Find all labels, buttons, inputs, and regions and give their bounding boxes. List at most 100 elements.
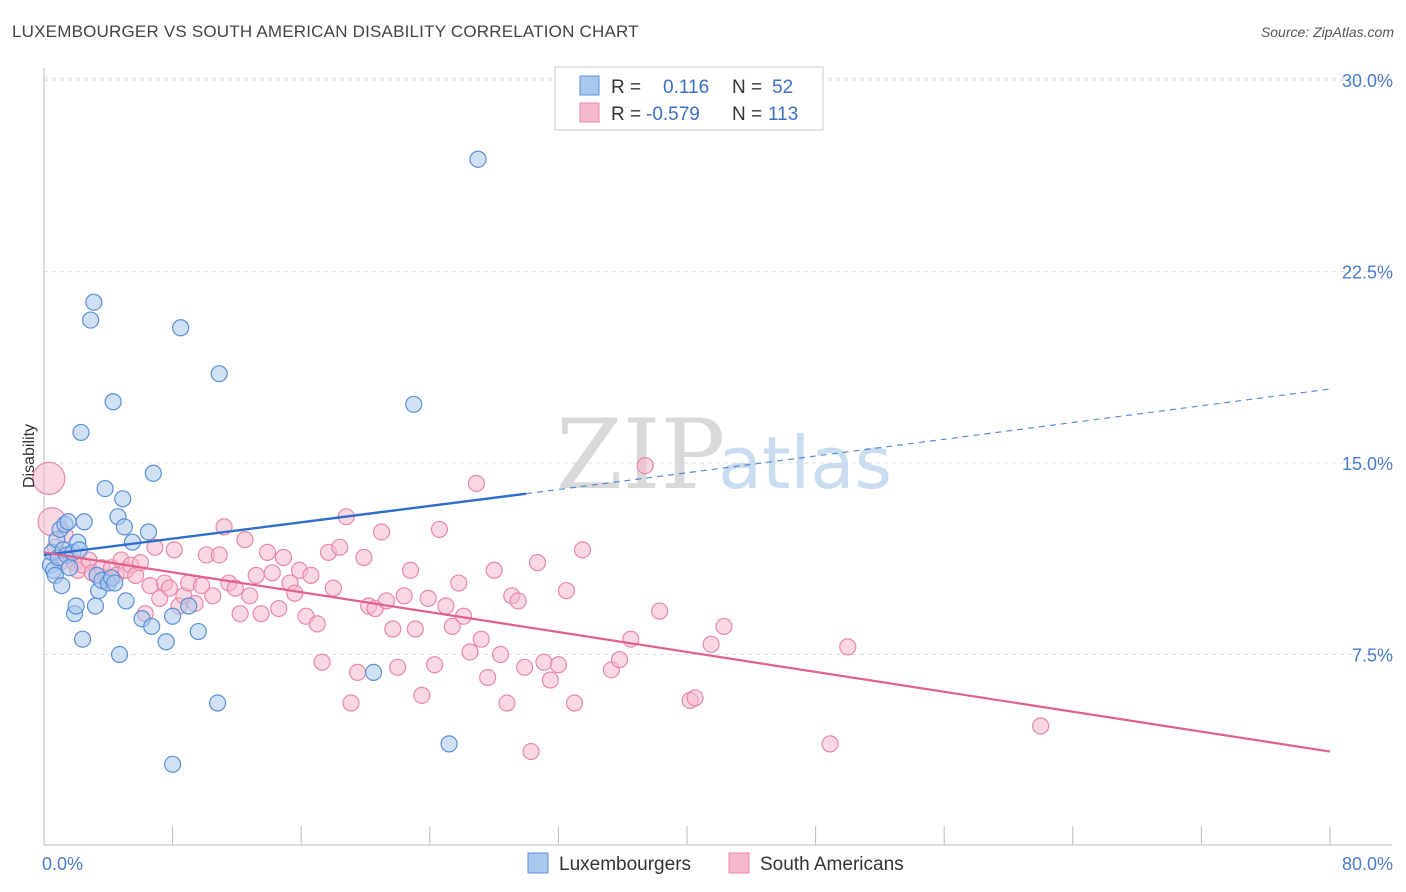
legend-n-value-1: 52 xyxy=(772,77,793,98)
south-american-point xyxy=(528,554,547,572)
south-american-point xyxy=(389,658,407,676)
south-american-trend-line xyxy=(43,551,1331,753)
luxembourger-point xyxy=(115,518,133,536)
south-american-point xyxy=(426,656,444,674)
luxembourger-point xyxy=(139,523,158,541)
luxembourger-point xyxy=(210,365,228,383)
x-tick-label-max: 80.0% xyxy=(1342,854,1393,874)
south-american-point xyxy=(308,615,326,633)
x-tick-label-min: 0.0% xyxy=(42,854,83,874)
south-american-point xyxy=(406,620,424,638)
luxembourger-point xyxy=(82,311,100,329)
legend-swatch-pink xyxy=(579,102,600,123)
source-label: Source: ZipAtlas.com xyxy=(1260,24,1394,40)
trend-lines xyxy=(43,388,1331,753)
south-american-point xyxy=(472,630,490,648)
south-american-point xyxy=(236,531,254,549)
south-american-point xyxy=(485,561,503,579)
south-american-point xyxy=(821,735,839,753)
luxembourger-point xyxy=(117,592,135,610)
south-american-point xyxy=(348,663,367,681)
legend-swatch-blue xyxy=(579,75,600,96)
luxembourger-point xyxy=(172,319,190,337)
series-swatch-pink xyxy=(728,852,750,874)
luxembourger-point xyxy=(209,694,227,712)
south-american-point xyxy=(557,582,576,600)
south-american-point xyxy=(274,548,293,567)
south-american-point xyxy=(413,686,431,704)
data-points xyxy=(32,150,1050,773)
luxembourger-point xyxy=(469,150,487,168)
south-american-point xyxy=(516,658,534,676)
south-american-point xyxy=(258,543,277,562)
south-american-point xyxy=(231,605,249,623)
luxembourger-point xyxy=(85,293,103,311)
luxembourger-point xyxy=(440,735,458,753)
series-label-luxembourgers: Luxembourgers xyxy=(559,854,691,875)
south-american-point xyxy=(491,645,510,664)
south-american-point xyxy=(241,587,259,605)
south-american-point xyxy=(443,617,461,636)
south-american-point xyxy=(450,574,468,592)
south-american-point xyxy=(479,668,497,687)
south-american-point xyxy=(636,457,654,475)
south-american-point xyxy=(573,541,592,559)
south-american-point xyxy=(715,617,733,636)
south-american-point xyxy=(839,638,857,656)
south-american-point xyxy=(437,597,455,615)
south-american-point xyxy=(270,599,288,618)
y-tick-label: 15.0% xyxy=(1342,454,1393,474)
south-american-point xyxy=(498,694,516,712)
south-american-point xyxy=(467,474,486,493)
south-american-point xyxy=(226,579,244,597)
legend-r-label-1: R = xyxy=(611,77,641,98)
south-american-point xyxy=(324,579,342,597)
south-american-point xyxy=(286,584,304,602)
south-american-point xyxy=(651,602,669,620)
luxembourger-point xyxy=(114,490,132,508)
south-american-point xyxy=(355,548,373,567)
south-american-point xyxy=(461,643,479,661)
watermark-atlas: atlas xyxy=(718,421,892,505)
correlation-legend: R = 0.116 N = 52 R = -0.579 N = 113 xyxy=(554,66,824,131)
luxembourger-point xyxy=(75,513,93,531)
south-american-point xyxy=(1032,717,1050,735)
legend-n-value-2: 113 xyxy=(768,104,798,125)
luxembourger-point xyxy=(157,633,175,651)
y-tick-label: 30.0% xyxy=(1342,71,1393,91)
y-tick-label: 7.5% xyxy=(1352,646,1393,666)
south-american-point xyxy=(509,592,527,610)
south-american-point xyxy=(430,520,449,539)
south-american-point xyxy=(210,546,228,564)
luxembourger-point xyxy=(72,423,90,442)
south-american-point xyxy=(302,566,320,584)
south-american-point xyxy=(395,587,413,605)
y-tick-label: 22.5% xyxy=(1342,263,1393,283)
luxembourger-point xyxy=(106,574,124,592)
legend-r-value-1: 0.116 xyxy=(663,77,709,98)
south-american-point xyxy=(313,653,331,671)
y-tick-labels: 7.5% 15.0% 22.5% 30.0% xyxy=(1342,71,1393,665)
luxembourger-trend-extension xyxy=(526,388,1331,495)
luxembourger-point xyxy=(144,464,162,482)
south-american-point xyxy=(263,564,281,582)
luxembourger-point xyxy=(73,630,92,648)
series-legend: Luxembourgers South Americans xyxy=(527,852,904,875)
luxembourger-point xyxy=(61,559,79,577)
south-american-point xyxy=(419,589,437,607)
south-american-point xyxy=(331,538,349,556)
x-tick-labels: 0.0% 80.0% xyxy=(42,854,1393,874)
gridlines xyxy=(44,77,1392,656)
watermark: ZIP atlas xyxy=(556,399,892,511)
luxembourger-point xyxy=(104,393,122,411)
south-american-point xyxy=(565,694,584,712)
legend-n-label-2: N = xyxy=(732,104,762,125)
south-american-point xyxy=(522,742,540,761)
luxembourger-trend-line xyxy=(43,492,527,557)
luxembourger-point xyxy=(86,597,105,615)
luxembourger-point xyxy=(143,617,161,636)
south-american-point xyxy=(541,671,559,689)
axes xyxy=(43,68,1392,846)
luxembourger-point xyxy=(164,607,182,625)
